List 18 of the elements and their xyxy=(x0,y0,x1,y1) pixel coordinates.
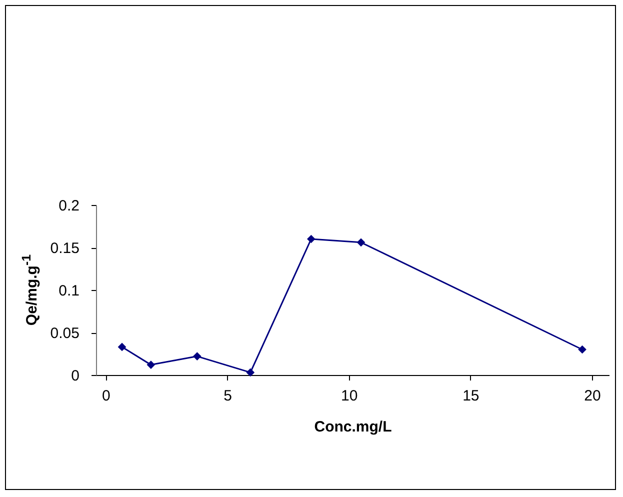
y-tick-label: 0 xyxy=(71,368,80,384)
x-tick-label: 5 xyxy=(224,388,232,404)
x-tick-label: 10 xyxy=(341,388,358,404)
point xyxy=(246,368,255,377)
point xyxy=(578,345,586,354)
point xyxy=(118,342,126,352)
x-tick-label: 15 xyxy=(462,388,480,404)
x-tick-label: 0 xyxy=(102,388,110,404)
point xyxy=(306,234,316,244)
point xyxy=(146,360,156,369)
point xyxy=(356,238,366,247)
y-tick-label: 0.05 xyxy=(50,325,80,342)
y-tick-label: 0.15 xyxy=(50,240,80,257)
point xyxy=(192,352,202,360)
y-tick-label: 0.2 xyxy=(58,198,80,214)
y-tick-label: 0.1 xyxy=(58,282,80,300)
x-tick-label: 20 xyxy=(584,388,601,404)
x-axis-title: Conc.mg/L xyxy=(314,418,392,436)
